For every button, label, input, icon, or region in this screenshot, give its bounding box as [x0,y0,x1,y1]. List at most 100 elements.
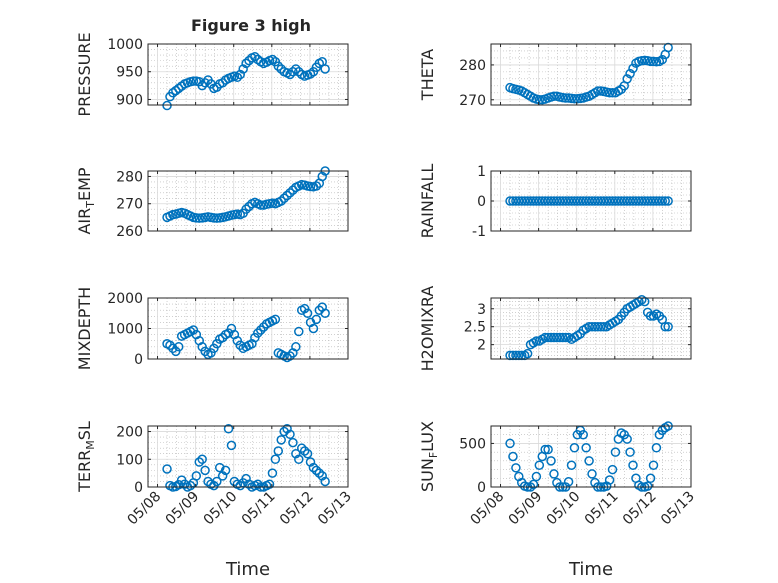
data-point [616,196,627,206]
data-point [590,196,600,206]
data-point [291,342,301,352]
data-point [162,464,172,474]
data-point [320,64,330,74]
data-point [648,460,659,470]
data-point [654,196,665,206]
y-tick-label: 100 [116,452,143,468]
data-point [601,196,612,206]
panel-pressure: 900 950 1000 PRESSURE [75,32,349,117]
data-point [563,477,574,487]
data-point [613,196,624,206]
data-point [543,196,553,206]
y-axis-label-main: RAINFALL [418,164,437,239]
data-point [244,479,254,489]
y-axis-label-main: PRESSURE [75,32,94,116]
y-tick-label: 2 [477,338,486,354]
data-point [253,479,263,489]
data-point [593,321,603,332]
data-point [241,204,251,214]
data-point [525,196,536,206]
y-tick-label: 500 [459,436,486,452]
data-point [288,437,298,448]
y-axis-label: MIXDEPTH [75,287,94,370]
data-point [546,196,556,206]
data-point [587,321,597,332]
data-point [596,321,606,332]
data-point [276,435,286,445]
data-point [194,457,205,467]
data-point [663,196,673,206]
x-axis-label: Time [225,559,270,580]
data-point [639,196,650,206]
data-point [645,56,656,67]
data-point [622,434,632,444]
axes-frame [490,425,692,488]
data-point [581,443,591,453]
data-point [593,196,603,206]
y-tick-label: 1 [477,164,486,180]
data-point [276,196,286,206]
data-point [555,332,565,343]
y-tick-label: 0 [477,480,486,496]
y-axis-label-main: THETA [418,49,437,101]
data-point [642,196,653,206]
x-tick-label: 05/13 [315,489,355,529]
data-point [197,80,207,91]
data-point [270,454,281,465]
data-point [657,196,668,206]
data-point [508,196,518,206]
panel-air-temp: 260 270 280 AIRTEMP [75,166,349,240]
panel-h2omixra: 2 2.5 3 H2OMIXRA [418,286,692,371]
y-tick-label: 260 [116,224,143,240]
data-point [610,447,621,457]
data-point [596,196,606,206]
data-point [587,196,597,206]
y-tick-label: 270 [116,197,143,213]
data-point [162,100,172,111]
data-point [220,465,231,476]
data-point [569,443,580,453]
data-point [291,64,301,74]
data-point [604,475,615,485]
y-axis-label: THETA [418,49,437,101]
data-point [590,321,600,332]
data-point [607,196,618,206]
data-point [258,322,269,332]
data-point [294,326,304,337]
data-point [637,196,647,206]
axes-background [147,425,349,488]
x-tick-label: 05/10 [544,489,584,529]
data-point [517,196,527,206]
data-point [560,196,571,206]
x-tick-label: 05/08 [125,489,165,529]
data-point [212,476,222,487]
data-point [235,480,245,491]
data-point [537,196,548,206]
data-point [622,74,632,84]
data-point [264,479,275,489]
data-point [214,462,225,473]
data-point [255,325,266,335]
data-point [200,78,210,88]
data-point [174,342,184,352]
y-tick-label: 200 [116,425,143,441]
data-point [560,332,571,343]
y-tick-label: 2.5 [464,320,486,336]
y-tick-label: 950 [116,65,143,81]
data-point [294,454,304,465]
data-point [528,196,539,206]
y-axis-label: RAINFALL [418,164,437,239]
data-point [528,479,539,490]
y-tick-label: 270 [459,93,486,109]
data-point [549,332,559,343]
data-point [279,426,289,437]
data-point [645,196,656,206]
data-point [191,471,202,481]
y-axis-label-main: MIXDEPTH [75,287,94,370]
panel-theta: 270 280 THETA [418,42,692,109]
data-point [625,68,635,79]
data-point [241,473,251,484]
y-tick-label: 0 [134,480,143,496]
